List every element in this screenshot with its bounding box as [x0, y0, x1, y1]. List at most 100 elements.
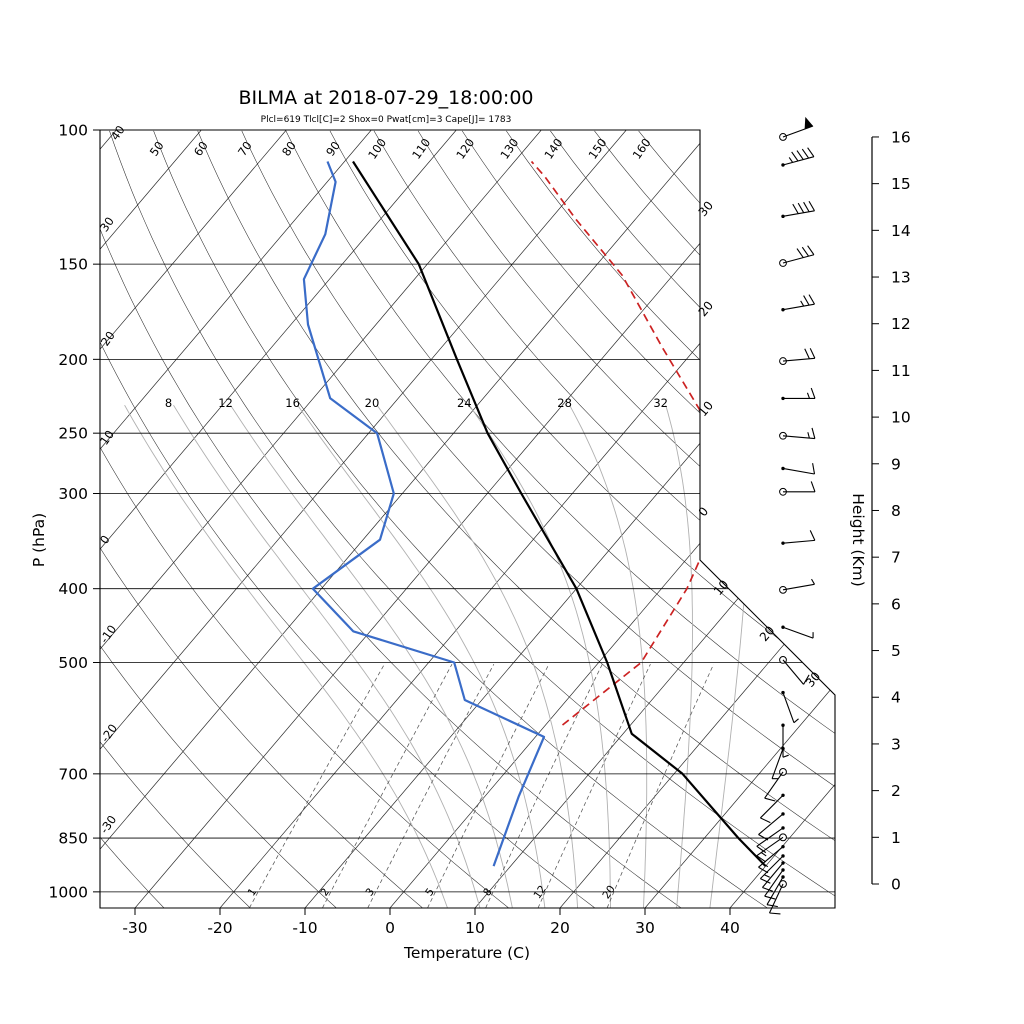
wind-barb-full [801, 148, 810, 159]
wind-barb [768, 880, 787, 915]
moist-adiabat-line [569, 404, 648, 908]
wind-barb-full [808, 200, 815, 212]
mixing-ratio-label: 5 [423, 886, 437, 898]
moist-adiabat-line [665, 405, 693, 908]
wind-barb [781, 147, 815, 167]
height-tick-label: 12 [891, 315, 911, 333]
mixing-ratio-lines [249, 664, 714, 908]
wind-barb [779, 245, 815, 267]
wind-barb-staff [762, 862, 784, 888]
dewpoint-curve [302, 161, 546, 867]
grid-labels: 50 60 70 80 90 100 110 120 130 140 150 160403020100… [97, 123, 823, 901]
mixing-ratio-line [322, 664, 453, 908]
moist-adiabat-label: 16 [285, 396, 300, 410]
dry-adiabat-label: 120 [453, 136, 477, 162]
isotherm-line [644, 130, 835, 908]
wind-barb-full [796, 150, 804, 160]
dry-adiabat-label: 70 [235, 139, 255, 159]
height-tick-label: 5 [891, 642, 901, 660]
wind-barb [779, 348, 816, 365]
temperature-tick-label: 0 [385, 919, 395, 937]
wind-barb [764, 768, 787, 802]
height-tick-label: 13 [891, 269, 911, 287]
height-tick-label: 16 [891, 128, 911, 146]
isotherm-line [474, 130, 835, 908]
height-tick-label: 4 [891, 689, 901, 707]
wind-barb-staff [758, 813, 784, 835]
temperature-axis: -30 -20 -10 0 10 20 30 40 [122, 908, 740, 937]
dry-adiabat-label: 40 [108, 123, 128, 143]
wind-barb [779, 578, 815, 594]
isotherm-label: 0 [696, 504, 712, 519]
isotherm-line [389, 130, 835, 908]
moist-adiabat-label: 12 [218, 396, 233, 410]
wind-barb-staff [782, 210, 815, 217]
isotherm-line [100, 130, 287, 908]
dry-adiabat-line [550, 130, 835, 908]
pressure-tick-label: 300 [58, 485, 88, 503]
isotherm-line [100, 130, 627, 908]
dry-adiabat-lines [100, 130, 835, 908]
moist-adiabat-label: 24 [457, 396, 472, 410]
dry-adiabat-line [100, 130, 509, 908]
wind-barb [781, 200, 815, 219]
wind-barb-full [812, 463, 816, 475]
mixing-ratio-line [427, 664, 550, 908]
moist-adiabat-label: 20 [365, 396, 380, 410]
wind-barb-full [796, 248, 804, 258]
dry-adiabat-label: 110 [409, 136, 433, 162]
mixing-ratio-label: 2 [318, 886, 332, 898]
wind-barb-full [809, 530, 816, 541]
dry-adiabat-label: 90 [323, 139, 343, 159]
pressure-tick-label: 150 [58, 256, 88, 274]
wind-barb-full [756, 855, 767, 863]
height-tick-label: 8 [891, 502, 901, 520]
wind-barbs [756, 116, 816, 915]
wind-barb-station-circle [779, 833, 787, 842]
wind-barb [764, 868, 785, 900]
dry-adiabat-line [100, 130, 251, 908]
wind-barb-staff [782, 303, 815, 311]
wind-barb-half [800, 300, 805, 307]
wind-barb-half [788, 157, 794, 163]
moist-adiabat-label: 28 [557, 396, 572, 410]
wind-barb-staff [771, 748, 784, 779]
dry-adiabat-label: 150 [586, 136, 610, 162]
height-tick-label: 2 [891, 782, 901, 800]
pressure-tick-label: 1000 [49, 883, 88, 901]
pressure-tick-label: 250 [58, 425, 88, 443]
wind-barb-full [792, 203, 799, 214]
moist-adiabat-line [709, 405, 751, 908]
dry-adiabat-label: 160 [630, 136, 654, 162]
wind-barb-staff [764, 869, 784, 897]
height-tick-label: 9 [891, 455, 901, 473]
dry-adiabat-line [153, 130, 835, 908]
wind-barb-station-circle [779, 133, 787, 141]
wind-barb [771, 746, 785, 780]
plot-border [99, 129, 836, 909]
wind-barb-full [791, 151, 799, 162]
moist-adiabat-label: 8 [165, 396, 172, 410]
wind-barb-staff [756, 836, 784, 857]
wind-barb [781, 294, 815, 312]
parcel-curve [530, 160, 726, 726]
wind-barb [759, 793, 785, 824]
pressure-tick-label: 850 [58, 830, 88, 848]
dry-adiabat-line [100, 130, 423, 908]
temperature-tick-label: -30 [122, 919, 147, 937]
dry-adiabat-line [100, 130, 596, 908]
wind-barb-station-dot [781, 466, 785, 471]
dry-adiabat-label: -20 [98, 721, 120, 744]
pressure-tick-label: 400 [58, 580, 88, 598]
dry-adiabat-line [285, 130, 835, 908]
pressure-axis: 100 150 200 250 300 400 500 700 850 1000 [49, 122, 100, 901]
wind-barb-staff [782, 626, 814, 639]
moist-adiabat-lines [124, 404, 751, 908]
temperature-tick-label: 40 [720, 919, 740, 937]
dry-adiabat-label: 60 [191, 139, 211, 159]
wind-barb-full [760, 878, 771, 884]
dry-adiabat-label: 10 [97, 428, 117, 448]
isotherm-line [100, 130, 117, 908]
wind-barb-pennant [804, 116, 814, 130]
wind-barb-half [811, 578, 815, 585]
